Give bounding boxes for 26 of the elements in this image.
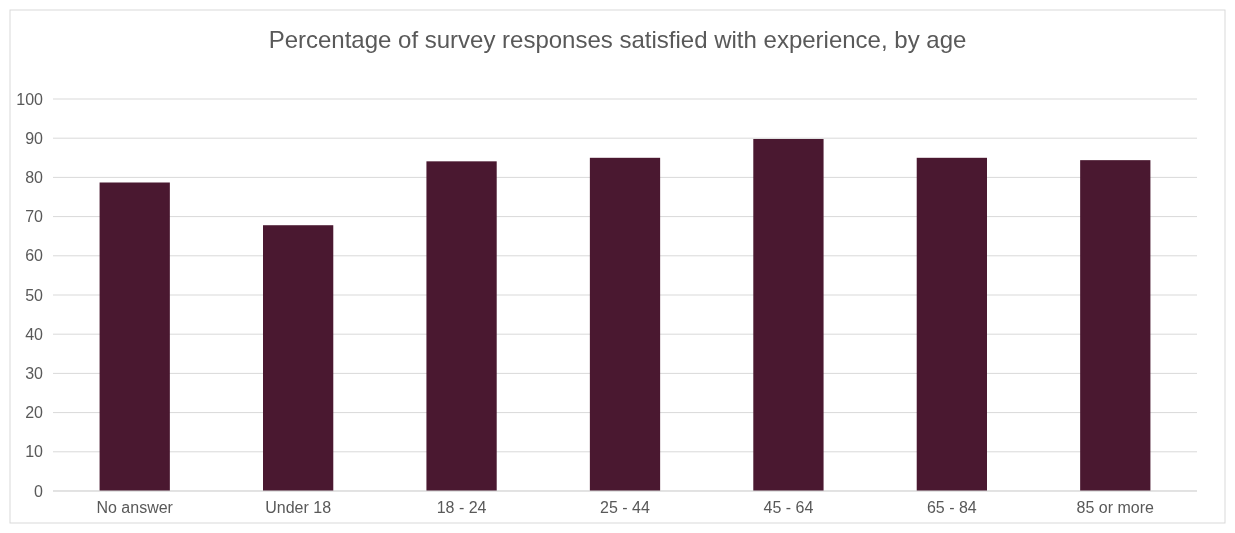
x-tick-label: Under 18: [265, 499, 332, 516]
y-tick-label: 60: [25, 247, 44, 265]
chart-title: Percentage of survey responses satisfied with experience, by age: [268, 26, 967, 53]
bar: [1080, 160, 1151, 491]
x-tick-label: 65 - 84: [926, 499, 977, 516]
x-tick-label: No answer: [96, 499, 174, 516]
bar: [99, 182, 170, 491]
x-tick-label: 85 or more: [1076, 499, 1155, 516]
y-tick-label: 80: [25, 169, 44, 186]
bar: [589, 157, 661, 491]
y-tick-label: 100: [16, 90, 44, 108]
bar: [753, 138, 824, 491]
y-tick-label: 50: [25, 286, 44, 304]
y-tick-label: 30: [25, 365, 44, 382]
y-tick-label: 20: [25, 404, 44, 422]
bar: [916, 157, 987, 491]
bar: [426, 161, 497, 491]
x-tick-label: 18 - 24: [436, 499, 487, 516]
x-tick-label: 25 - 44: [600, 499, 651, 516]
bar: [263, 225, 334, 491]
y-tick-label: 70: [25, 208, 44, 226]
y-tick-label: 10: [25, 443, 44, 461]
y-tick-label: 90: [25, 129, 44, 147]
y-tick-label: 0: [34, 482, 44, 500]
x-tick-label: 45 - 64: [763, 499, 814, 516]
y-tick-label: 40: [25, 325, 44, 343]
